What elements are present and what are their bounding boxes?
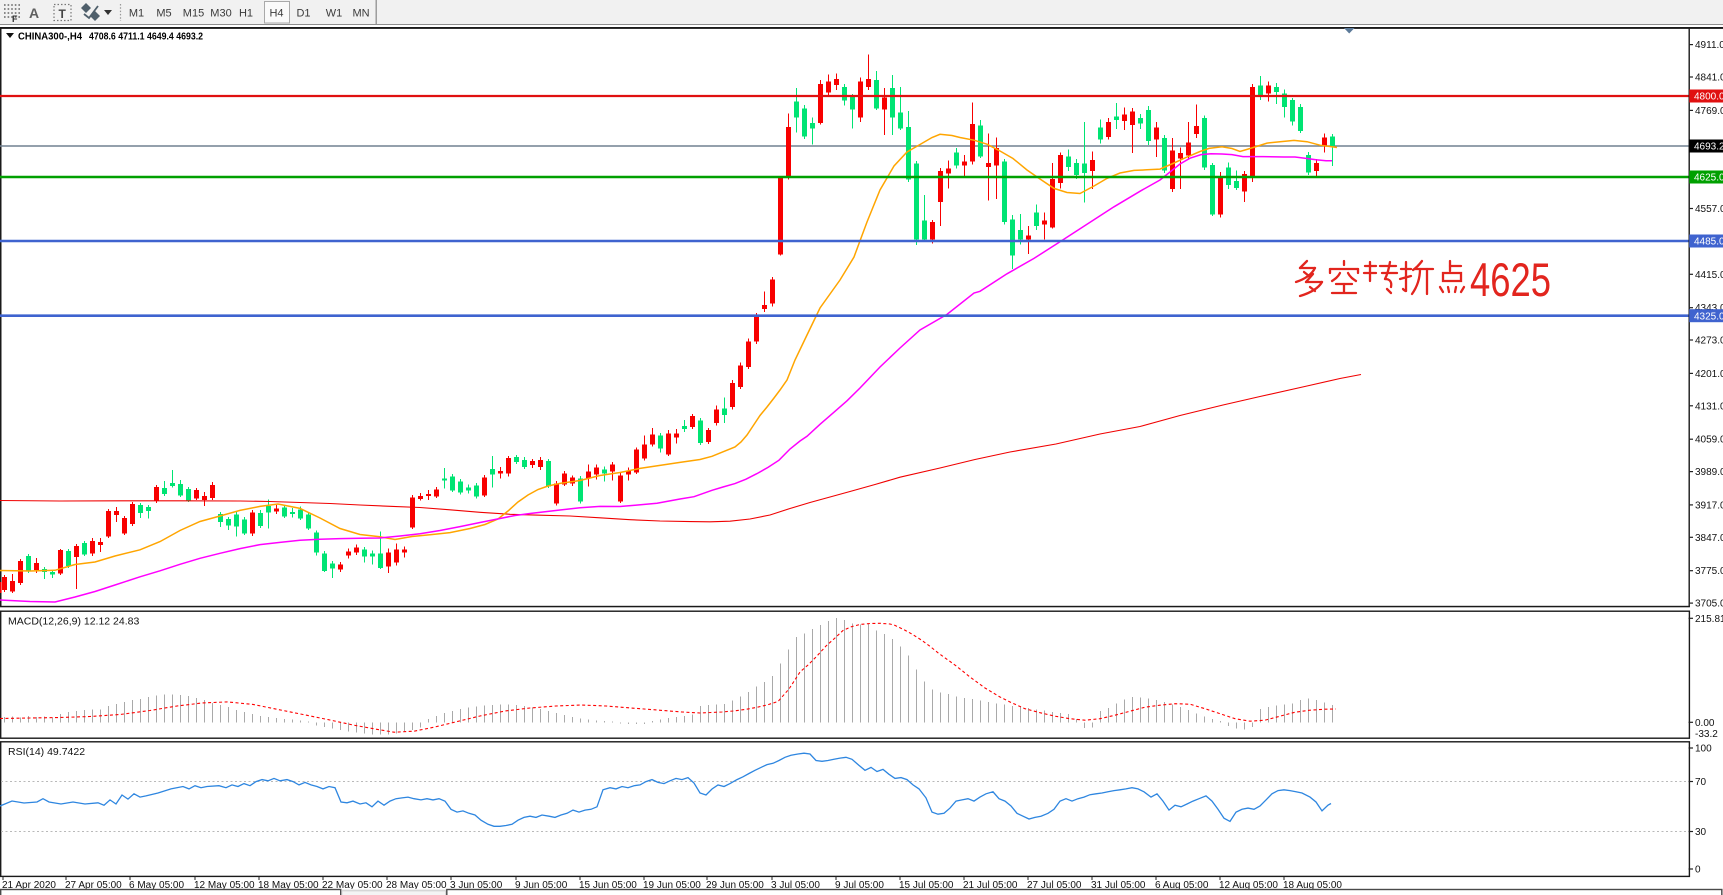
svg-text:29 Jun 05:00: 29 Jun 05:00	[706, 880, 764, 891]
svg-text:H1: H1	[239, 8, 253, 20]
svg-text:4800.0: 4800.0	[1694, 92, 1723, 103]
svg-text:3989.0: 3989.0	[1695, 467, 1723, 478]
svg-text:4911.0: 4911.0	[1695, 40, 1723, 51]
svg-text:3 Jul 05:00: 3 Jul 05:00	[771, 880, 820, 891]
svg-text:3705.0: 3705.0	[1695, 599, 1723, 610]
svg-text:9 Jul 05:00: 9 Jul 05:00	[835, 880, 884, 891]
svg-text:12 Aug 05:00: 12 Aug 05:00	[1219, 880, 1278, 891]
svg-text:18 May 05:00: 18 May 05:00	[258, 880, 319, 891]
svg-text:215.81: 215.81	[1695, 614, 1723, 625]
svg-text:28 May 05:00: 28 May 05:00	[386, 880, 447, 891]
svg-text:4708.6 4711.1 4649.4 4693.2: 4708.6 4711.1 4649.4 4693.2	[89, 31, 203, 43]
svg-text:0.00: 0.00	[1695, 718, 1715, 729]
svg-text:4625: 4625	[1470, 253, 1551, 306]
svg-text:4325.0: 4325.0	[1694, 311, 1723, 322]
svg-text:3 Jun 05:00: 3 Jun 05:00	[450, 880, 503, 891]
svg-text:21 Jul 05:00: 21 Jul 05:00	[963, 880, 1018, 891]
svg-text:100: 100	[1695, 744, 1712, 755]
svg-text:M30: M30	[210, 8, 231, 20]
svg-text:F: F	[12, 14, 18, 24]
svg-text:MN: MN	[352, 8, 369, 20]
svg-text:RSI(14) 49.7422: RSI(14) 49.7422	[8, 746, 85, 758]
svg-text:15 Jun 05:00: 15 Jun 05:00	[579, 880, 637, 891]
svg-text:CHINA300-,H4: CHINA300-,H4	[18, 31, 82, 43]
svg-text:D1: D1	[296, 8, 310, 20]
svg-text:31 Jul 05:00: 31 Jul 05:00	[1091, 880, 1146, 891]
svg-text:T: T	[59, 7, 67, 21]
svg-text:21 Apr 2020: 21 Apr 2020	[2, 880, 56, 891]
svg-text:6 Aug 05:00: 6 Aug 05:00	[1155, 880, 1209, 891]
svg-text:4557.0: 4557.0	[1695, 204, 1723, 215]
svg-text:30: 30	[1695, 827, 1707, 838]
svg-text:18 Aug 05:00: 18 Aug 05:00	[1283, 880, 1342, 891]
svg-text:6 May 05:00: 6 May 05:00	[129, 880, 184, 891]
svg-text:A: A	[29, 5, 39, 21]
svg-text:M5: M5	[156, 8, 171, 20]
svg-text:3775.0: 3775.0	[1695, 566, 1723, 577]
svg-text:M1: M1	[129, 8, 144, 20]
svg-text:MACD(12,26,9) 12.12 24.83: MACD(12,26,9) 12.12 24.83	[8, 616, 139, 628]
svg-text:4059.0: 4059.0	[1695, 435, 1723, 446]
svg-text:-33.2: -33.2	[1695, 729, 1718, 740]
svg-text:4415.0: 4415.0	[1695, 270, 1723, 281]
svg-text:4841.0: 4841.0	[1695, 73, 1723, 84]
svg-text:27 Apr 05:00: 27 Apr 05:00	[65, 880, 122, 891]
svg-text:W1: W1	[326, 8, 343, 20]
svg-text:4343.0: 4343.0	[1695, 303, 1723, 314]
svg-text:H4: H4	[269, 8, 283, 20]
svg-text:27 Jul 05:00: 27 Jul 05:00	[1027, 880, 1082, 891]
svg-text:22 May 05:00: 22 May 05:00	[322, 880, 383, 891]
svg-text:19 Jun 05:00: 19 Jun 05:00	[643, 880, 701, 891]
svg-text:0: 0	[1695, 865, 1701, 876]
svg-text:9 Jun 05:00: 9 Jun 05:00	[515, 880, 568, 891]
svg-text:4693.2: 4693.2	[1694, 142, 1723, 153]
svg-text:4625.0: 4625.0	[1694, 173, 1723, 184]
svg-text:4131.0: 4131.0	[1695, 401, 1723, 412]
svg-text:4273.0: 4273.0	[1695, 336, 1723, 347]
svg-text:4485.0: 4485.0	[1694, 237, 1723, 248]
svg-text:4201.0: 4201.0	[1695, 369, 1723, 380]
svg-text:70: 70	[1695, 777, 1707, 788]
svg-text:15 Jul 05:00: 15 Jul 05:00	[899, 880, 954, 891]
svg-text:M15: M15	[183, 8, 204, 20]
svg-text:3847.0: 3847.0	[1695, 533, 1723, 544]
svg-text:3917.0: 3917.0	[1695, 500, 1723, 511]
svg-text:4769.0: 4769.0	[1695, 106, 1723, 117]
svg-text:12 May 05:00: 12 May 05:00	[194, 880, 255, 891]
